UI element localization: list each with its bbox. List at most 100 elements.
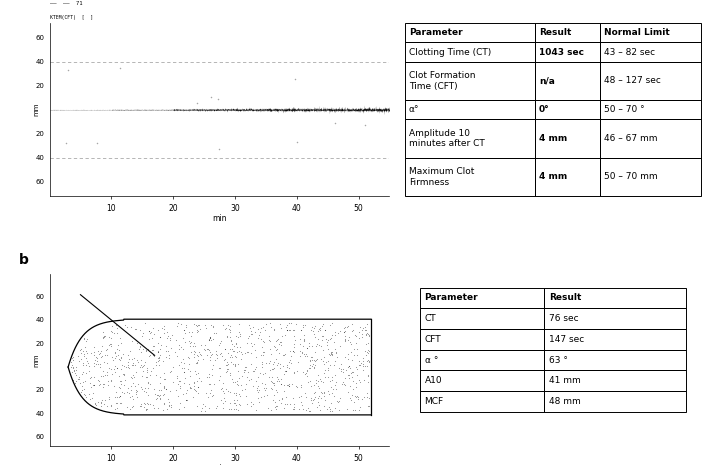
Point (67, 365, 78, 372)
Point (303, 364, 314, 372)
Point (86, 373, 97, 381)
Point (206, 336, 217, 344)
Point (189, 342, 200, 349)
Point (289, 326, 300, 334)
Point (122, 361, 134, 368)
Point (339, 353, 350, 361)
Point (120, 321, 131, 328)
Text: CT: CT (425, 314, 436, 323)
Point (247, 382, 258, 389)
Point (355, 359, 366, 367)
Point (343, 355, 354, 363)
Point (224, 328, 236, 335)
Point (219, 355, 231, 363)
Point (297, 350, 308, 357)
Point (147, 325, 159, 332)
Point (173, 380, 184, 388)
Point (191, 377, 202, 385)
Point (153, 392, 164, 400)
Point (359, 326, 370, 333)
Point (142, 345, 153, 352)
Point (205, 386, 217, 393)
Point (160, 347, 171, 355)
Point (275, 364, 286, 372)
Point (97, 334, 108, 341)
Point (94, 380, 105, 387)
Point (248, 401, 259, 408)
Point (222, 362, 233, 369)
Point (192, 403, 203, 410)
Point (78, 390, 89, 398)
Point (228, 378, 239, 385)
Point (324, 362, 336, 369)
Point (229, 399, 240, 406)
Point (122, 364, 134, 371)
Point (247, 367, 258, 375)
Point (152, 392, 164, 399)
Point (175, 382, 186, 389)
Point (188, 379, 200, 386)
Point (300, 393, 312, 400)
Point (324, 390, 335, 398)
Point (141, 365, 152, 372)
Point (291, 368, 302, 375)
Point (103, 396, 115, 403)
Point (333, 407, 345, 414)
Point (112, 329, 123, 337)
Point (271, 403, 282, 410)
Point (288, 344, 299, 351)
Point (190, 321, 201, 328)
Point (265, 323, 276, 331)
Point (278, 352, 289, 359)
Point (357, 331, 368, 338)
Point (215, 396, 227, 403)
Point (314, 406, 326, 414)
Point (343, 374, 354, 381)
Point (195, 326, 206, 333)
Point (290, 320, 302, 327)
Point (273, 335, 284, 343)
Point (81, 369, 92, 376)
Point (197, 404, 208, 412)
Point (322, 387, 333, 395)
Point (177, 335, 188, 342)
Point (221, 359, 232, 366)
Point (116, 388, 127, 396)
Point (158, 322, 169, 330)
Point (103, 365, 115, 372)
Point (147, 346, 158, 353)
Point (196, 341, 207, 348)
Point (275, 339, 287, 346)
Point (193, 389, 204, 397)
Point (114, 65, 125, 72)
Point (103, 378, 114, 385)
Point (167, 364, 178, 371)
Point (316, 332, 327, 339)
Point (243, 348, 254, 355)
Point (282, 401, 293, 408)
Point (325, 350, 336, 358)
Point (211, 351, 222, 358)
Point (165, 404, 176, 411)
Point (340, 381, 351, 388)
Point (247, 323, 258, 331)
Point (283, 382, 295, 390)
Point (343, 333, 354, 340)
Point (320, 373, 331, 381)
Point (96, 403, 107, 410)
Point (210, 357, 221, 364)
Point (323, 345, 334, 352)
Point (80, 338, 91, 345)
Point (305, 383, 316, 390)
Point (353, 329, 365, 336)
Point (115, 365, 126, 372)
Point (187, 342, 198, 350)
Point (99, 332, 110, 340)
Point (114, 378, 125, 385)
Point (222, 321, 234, 329)
Point (298, 350, 309, 358)
Point (170, 386, 181, 394)
Point (231, 344, 242, 351)
Point (180, 321, 191, 329)
Point (176, 320, 187, 328)
